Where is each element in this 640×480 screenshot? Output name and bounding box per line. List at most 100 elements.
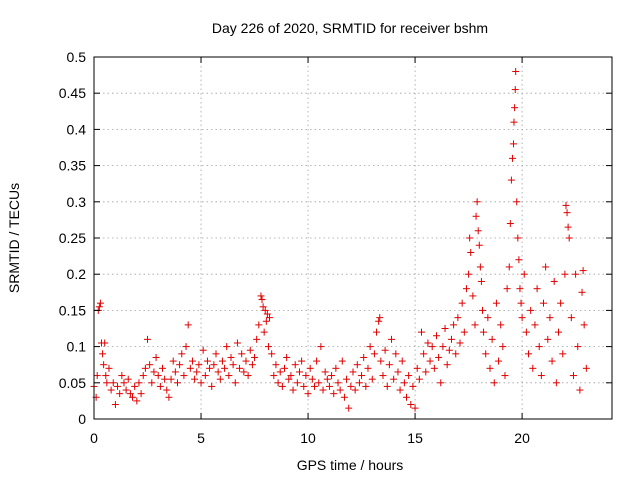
data-point bbox=[368, 375, 376, 383]
y-tick-label: 0 bbox=[78, 411, 86, 427]
data-point bbox=[443, 361, 451, 369]
data-point bbox=[139, 372, 147, 380]
data-point bbox=[182, 343, 190, 351]
y-tick-label: 0.15 bbox=[59, 302, 86, 318]
data-point bbox=[137, 390, 145, 398]
y-axis-label: SRMTID / TECUs bbox=[6, 183, 22, 293]
data-point bbox=[370, 350, 378, 358]
data-point bbox=[100, 361, 108, 369]
data-point bbox=[576, 386, 584, 394]
data-point bbox=[495, 357, 503, 365]
y-tick-label: 0.45 bbox=[59, 85, 86, 101]
data-point bbox=[505, 263, 513, 271]
data-point bbox=[569, 372, 577, 380]
data-point bbox=[206, 364, 214, 372]
data-point bbox=[263, 310, 271, 318]
y-tick-label: 0.5 bbox=[67, 49, 87, 65]
data-point bbox=[510, 118, 518, 126]
data-point bbox=[559, 350, 567, 358]
data-point bbox=[99, 350, 107, 358]
data-point bbox=[178, 350, 186, 358]
data-point bbox=[544, 335, 552, 343]
data-point bbox=[467, 248, 475, 256]
y-tick-label: 0.25 bbox=[59, 230, 86, 246]
data-point bbox=[390, 375, 398, 383]
data-point bbox=[398, 357, 406, 365]
data-point bbox=[394, 368, 402, 376]
data-point bbox=[454, 314, 462, 322]
data-point bbox=[506, 220, 514, 228]
chart-title: Day 226 of 2020, SRMTID for receiver bsh… bbox=[212, 20, 488, 36]
data-point bbox=[400, 379, 408, 387]
data-point bbox=[527, 306, 535, 314]
data-point bbox=[417, 328, 425, 336]
data-point bbox=[362, 382, 370, 390]
data-point bbox=[295, 368, 303, 376]
data-point bbox=[409, 382, 417, 390]
data-point bbox=[266, 314, 274, 322]
data-point bbox=[383, 382, 391, 390]
data-point bbox=[546, 314, 554, 322]
data-point bbox=[548, 357, 556, 365]
data-point bbox=[351, 386, 359, 394]
data-point bbox=[360, 353, 368, 361]
data-point bbox=[480, 328, 488, 336]
data-point bbox=[310, 382, 318, 390]
data-point bbox=[510, 140, 518, 148]
data-point bbox=[336, 386, 344, 394]
data-point bbox=[330, 390, 338, 398]
data-point bbox=[264, 343, 272, 351]
data-point bbox=[343, 375, 351, 383]
data-point bbox=[471, 321, 479, 329]
data-point bbox=[101, 339, 109, 347]
data-point bbox=[262, 317, 270, 325]
data-point bbox=[251, 353, 259, 361]
data-point bbox=[148, 379, 156, 387]
data-point bbox=[432, 332, 440, 340]
data-point bbox=[445, 346, 453, 354]
data-point bbox=[129, 393, 137, 401]
data-point bbox=[482, 350, 490, 358]
data-point bbox=[152, 353, 160, 361]
data-point bbox=[572, 270, 580, 278]
data-point bbox=[308, 375, 316, 383]
data-point bbox=[258, 296, 266, 304]
data-point bbox=[176, 361, 184, 369]
data-point bbox=[144, 335, 152, 343]
data-point bbox=[154, 372, 162, 380]
data-point bbox=[208, 382, 216, 390]
data-point bbox=[236, 364, 244, 372]
data-point bbox=[150, 368, 158, 376]
data-point bbox=[420, 350, 428, 358]
data-point bbox=[225, 372, 233, 380]
data-point bbox=[345, 404, 353, 412]
data-point bbox=[218, 357, 226, 365]
data-point bbox=[96, 299, 104, 307]
data-point bbox=[501, 372, 509, 380]
data-point bbox=[405, 372, 413, 380]
data-point bbox=[472, 212, 480, 220]
data-point bbox=[533, 285, 541, 293]
data-point bbox=[503, 285, 511, 293]
data-point bbox=[315, 379, 323, 387]
data-point bbox=[447, 335, 455, 343]
data-point bbox=[441, 325, 449, 332]
data-point bbox=[366, 343, 374, 351]
data-point bbox=[537, 372, 545, 380]
data-point bbox=[511, 86, 519, 94]
x-tick-label: 5 bbox=[197, 430, 205, 446]
data-point bbox=[257, 292, 265, 300]
data-point bbox=[477, 277, 485, 285]
y-tick-label: 0.2 bbox=[67, 266, 87, 282]
data-point bbox=[195, 361, 203, 369]
data-point bbox=[212, 350, 220, 358]
data-point bbox=[338, 357, 346, 365]
data-point bbox=[488, 335, 496, 343]
y-tick-label: 0.4 bbox=[67, 121, 87, 137]
data-point bbox=[221, 364, 229, 372]
data-point bbox=[518, 314, 526, 322]
data-point bbox=[328, 372, 336, 380]
data-point bbox=[165, 393, 173, 401]
data-point bbox=[469, 292, 477, 300]
